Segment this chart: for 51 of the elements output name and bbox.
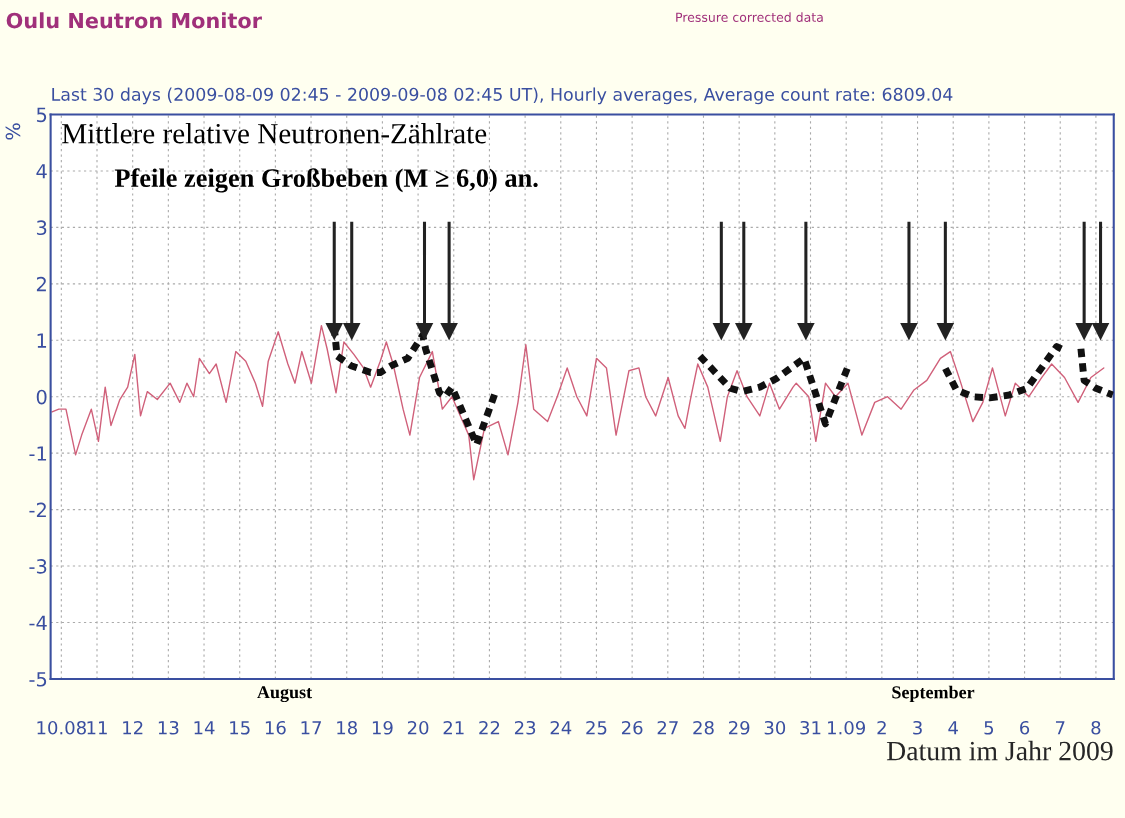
x-tick-label: 28 — [693, 720, 714, 735]
y-tick-label: 4 — [36, 164, 47, 179]
x-tick-label: 31 — [800, 720, 821, 735]
y-axis-title: % — [5, 123, 21, 140]
x-tick-label: 20 — [407, 720, 429, 735]
y-tick-label: 1 — [37, 333, 47, 348]
chart-subtitle: Last 30 days (2009-08-09 02:45 - 2009-09-08 02:45 UT), Hourly averages, Average count rate: 6809.04 — [52, 87, 953, 105]
annotation: Mittlere relative Neutronen-Zählrate — [62, 122, 487, 144]
line-series — [51, 324, 1105, 481]
x-tick-label: 24 — [550, 720, 572, 735]
x-tick-label: 18 — [337, 720, 357, 735]
x-tick-label: 26 — [621, 720, 643, 735]
y-tick-label: 5 — [36, 107, 47, 123]
x-tick-label: 5 — [984, 721, 994, 735]
x-tick-label: 22 — [479, 720, 500, 735]
x-tick-label: 7 — [1055, 721, 1065, 735]
y-tick-label: -1 — [29, 446, 47, 461]
x-tick-label: 6 — [1020, 720, 1030, 735]
y-tick-label: -5 — [29, 672, 47, 687]
y-tick-label: 3 — [36, 220, 47, 236]
x-tick-label: 16 — [265, 720, 286, 735]
x-tick-label: 1.09 — [828, 720, 866, 735]
y-tick-label: -3 — [29, 559, 47, 574]
x-tick-label: 27 — [657, 720, 678, 735]
x-axis-title: Datum im Jahr 2009 — [886, 740, 1113, 761]
x-tick-label: 17 — [301, 721, 321, 735]
chart-title: Oulu Neutron Monitor — [6, 12, 262, 29]
x-tick-label: 12 — [123, 720, 143, 735]
y-tick-label: -4 — [29, 615, 47, 630]
x-tick-label: 15 — [230, 721, 250, 735]
x-tick-label: 2 — [877, 720, 886, 735]
x-tick-label: 19 — [372, 720, 393, 735]
y-tick-label: 0 — [36, 389, 47, 405]
y-tick-label: 2 — [36, 276, 46, 292]
text: September — [892, 685, 975, 703]
x-tick-label: 29 — [728, 720, 750, 735]
x-tick-label: 25 — [586, 720, 607, 735]
x-tick-label: 3 — [913, 720, 922, 735]
x-tick-label: 14 — [194, 721, 215, 735]
annotation: Pfeile zeigen Großbeben (M ≥ 6,0) an. — [114, 168, 538, 193]
x-tick-label: 4 — [948, 721, 958, 735]
x-tick-label: 8 — [1091, 720, 1101, 735]
x-tick-label: 13 — [158, 720, 179, 735]
text: Pressure corrected data — [676, 12, 823, 22]
y-tick-label: -2 — [29, 502, 46, 517]
text: August — [257, 686, 313, 703]
x-tick-label: 21 — [443, 720, 464, 735]
x-tick-label: 30 — [764, 720, 786, 735]
x-tick-label: 23 — [514, 720, 536, 735]
x-tick-label: 11 — [87, 721, 107, 735]
x-tick-label: 10.08 — [37, 720, 86, 735]
